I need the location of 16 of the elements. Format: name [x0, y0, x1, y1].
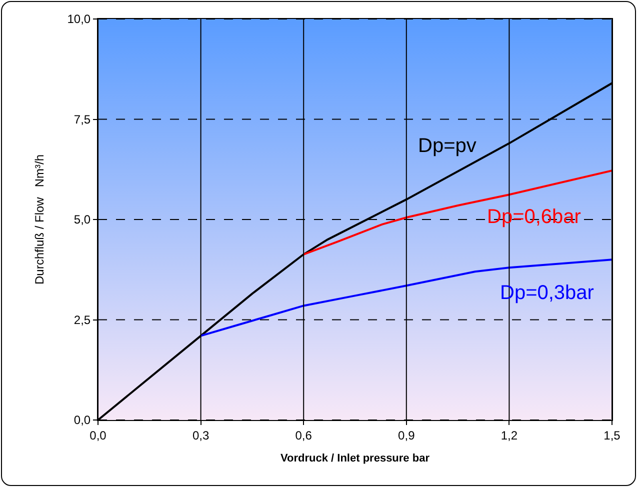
x-tick-label: 1,2: [500, 428, 518, 442]
series-label: Dp=pv: [418, 135, 476, 157]
line-series: [302, 170, 612, 256]
y-axis-title: Durchfluß / Flow Nm³/h: [32, 154, 47, 285]
x-tick-label: 1,5: [604, 428, 621, 442]
line-series: [200, 258, 612, 337]
y-tick-label: 2,5: [74, 312, 91, 327]
x-axis-title: Vordruck / Inlet pressure bar: [280, 452, 430, 465]
y-tick-label: 7,5: [74, 112, 91, 126]
y-tick-label: 0,0: [74, 413, 91, 428]
x-tick-label: 0,6: [295, 428, 312, 442]
y-tick-label: 5,0: [74, 212, 91, 227]
x-tick-label: 0,0: [90, 428, 107, 442]
x-tick-label: 0,3: [192, 428, 210, 442]
y-tick-label: 10,0: [67, 12, 91, 26]
x-tick-label: 0,9: [398, 428, 416, 442]
